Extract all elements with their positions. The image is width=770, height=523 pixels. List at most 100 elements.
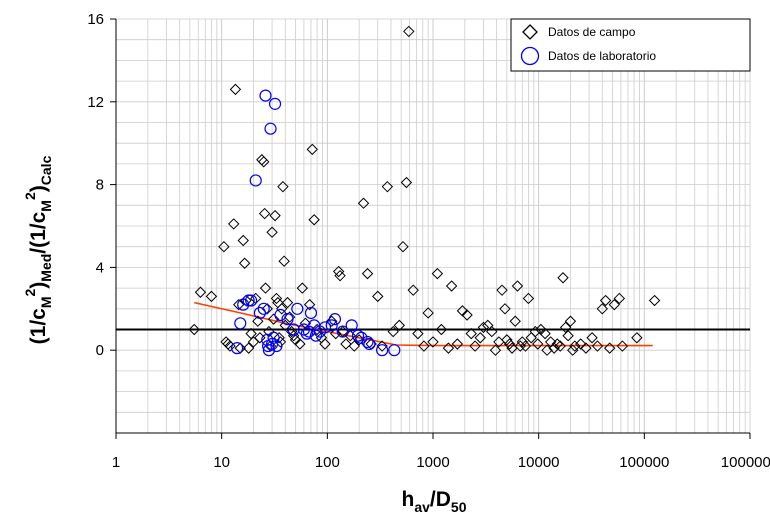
- campo-point: [442, 342, 455, 354]
- campo-point: [554, 340, 566, 352]
- campo-point: [238, 257, 251, 269]
- campo-point: [279, 319, 291, 332]
- campo-point: [616, 340, 629, 352]
- campo-point: [567, 344, 579, 356]
- laboratorio-point: [376, 344, 389, 357]
- campo-point: [427, 336, 439, 348]
- campo-point: [278, 255, 290, 267]
- campo-point: [296, 282, 309, 294]
- laboratorio-point: [287, 323, 300, 336]
- campo-point: [503, 338, 516, 350]
- campo-point: [469, 340, 481, 352]
- laboratorio-point: [234, 317, 247, 330]
- campo-point: [194, 286, 207, 298]
- campo-point: [551, 338, 563, 350]
- campo-point: [532, 338, 544, 350]
- campo-point: [599, 294, 612, 307]
- campo-point: [564, 315, 577, 327]
- legend: Datos de campo Datos de laboratorio: [510, 18, 751, 72]
- laboratorio-point: [325, 319, 338, 332]
- laboratorio-point: [270, 339, 283, 353]
- campo-point: [511, 280, 524, 292]
- campo-point: [451, 338, 464, 350]
- laboratorio-point: [336, 325, 349, 338]
- campo-point: [376, 340, 388, 352]
- campo-point: [348, 340, 361, 352]
- campo-point: [522, 292, 535, 305]
- campo-point: [393, 319, 406, 332]
- campo-point: [575, 338, 587, 350]
- campo-point: [326, 315, 338, 327]
- campo-point: [381, 180, 394, 193]
- campo-point: [397, 240, 409, 253]
- laboratorio-point: [318, 321, 332, 334]
- laboratorio-point: [231, 342, 244, 355]
- campo-point: [539, 327, 551, 340]
- data-points: [188, 25, 661, 357]
- legend-label: Datos de laboratorio: [548, 49, 656, 63]
- campo-point: [357, 197, 370, 209]
- y-tick-label: 8: [96, 177, 104, 194]
- campo-point: [514, 340, 526, 352]
- campo-point: [477, 321, 490, 334]
- campo-point: [559, 321, 572, 334]
- legend-marker-campo: [522, 24, 538, 40]
- campo-point: [596, 303, 608, 315]
- y-tick-label: 4: [96, 259, 104, 276]
- campo-point: [256, 154, 268, 166]
- x-tick-label: 10000: [518, 454, 560, 471]
- campo-point: [403, 25, 415, 38]
- campo-point: [258, 207, 271, 220]
- campo-point: [496, 284, 508, 296]
- x-tick-label: 10: [213, 454, 230, 471]
- campo-point: [499, 303, 511, 315]
- campo-point: [465, 327, 477, 340]
- laboratorio-point: [388, 344, 401, 357]
- laboratorio-point: [267, 331, 280, 344]
- campo-point: [474, 332, 486, 344]
- laboratorio-point: [363, 337, 376, 351]
- campo-point: [407, 284, 419, 296]
- campo-point: [431, 267, 444, 280]
- campo-point: [332, 265, 345, 278]
- campo-point: [275, 303, 288, 315]
- campo-point: [613, 292, 626, 305]
- campo-point: [258, 156, 270, 168]
- laboratorio-point: [257, 302, 270, 315]
- laboratorio-point: [262, 344, 276, 357]
- campo-point: [461, 309, 473, 321]
- campo-point: [261, 303, 273, 315]
- campo-point: [334, 269, 346, 282]
- campo-point: [412, 327, 424, 340]
- campo-point: [569, 340, 581, 352]
- x-axis-title: hav/D50: [402, 488, 467, 515]
- laboratorio-point: [249, 174, 262, 187]
- campo-point: [270, 292, 283, 305]
- laboratorio-point: [264, 122, 277, 135]
- x-tick-label: 1000: [416, 454, 449, 471]
- laboratorio-point: [297, 323, 310, 336]
- campo-point: [445, 280, 458, 292]
- campo-point: [308, 214, 320, 226]
- campo-point: [218, 240, 230, 253]
- campo-point: [267, 313, 280, 325]
- campo-point: [294, 338, 306, 350]
- campo-point: [562, 330, 574, 342]
- campo-point: [631, 332, 643, 344]
- campo-point: [344, 330, 357, 342]
- y-tick-label: 16: [87, 11, 104, 28]
- campo-point: [306, 143, 318, 156]
- campo-point: [501, 334, 513, 346]
- laboratorio-point: [345, 319, 358, 332]
- campo-point: [237, 234, 249, 247]
- campo-point: [608, 298, 621, 311]
- campo-point: [489, 344, 502, 356]
- campo-point: [281, 296, 294, 309]
- campo-point: [259, 282, 272, 294]
- laboratorio-point: [300, 327, 313, 340]
- campo-point: [303, 298, 316, 311]
